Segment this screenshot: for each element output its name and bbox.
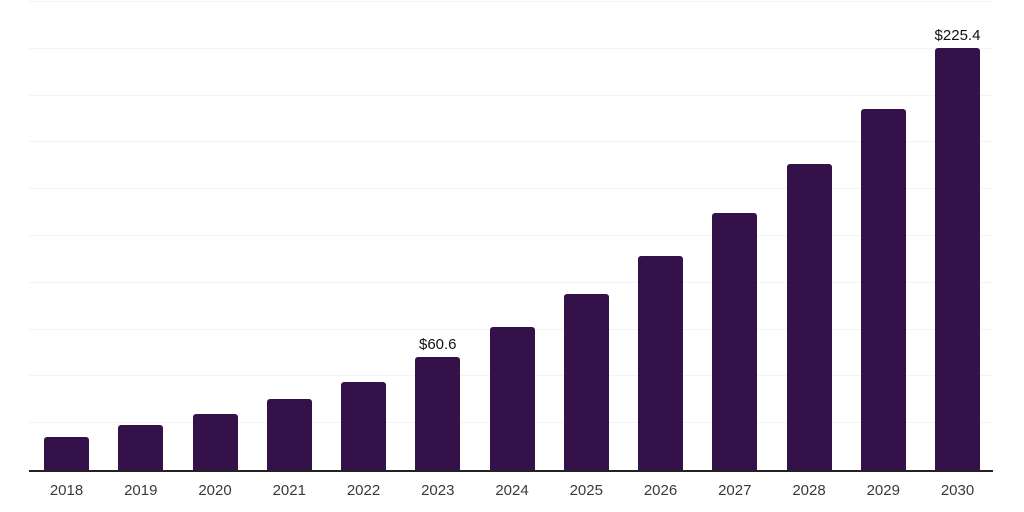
bar-2027	[712, 213, 758, 470]
x-axis-label-2029: 2029	[866, 482, 900, 499]
x-axis-label-2027: 2027	[718, 482, 752, 499]
bar-slot-2021	[266, 399, 312, 470]
bars-container: $60.6 $225.4	[29, 0, 993, 470]
data-label-2023: $60.6	[418, 336, 457, 353]
bar-slot-2023: $60.6	[415, 337, 461, 470]
x-axis-label-2018: 2018	[49, 482, 84, 499]
bar-slot-2028	[786, 164, 832, 470]
bar-slot-2019	[118, 425, 164, 470]
bar-2020	[192, 414, 238, 470]
bar-2025	[563, 294, 609, 470]
bar-2018	[44, 437, 89, 470]
x-axis-label-2019: 2019	[124, 482, 158, 499]
bar-slot-2025	[563, 294, 609, 470]
bar-slot-2018	[44, 437, 89, 470]
x-axis-label-2022: 2022	[346, 482, 381, 499]
bar-2022	[341, 382, 386, 470]
bar-2019	[118, 425, 164, 470]
bar-slot-2029	[860, 109, 906, 470]
x-axis-label-2023: 2023	[421, 482, 455, 499]
bar-slot-2026	[638, 256, 683, 470]
x-axis-label-2020: 2020	[198, 482, 232, 499]
x-axis-label-2028: 2028	[792, 482, 826, 499]
x-axis-label-2021: 2021	[272, 482, 306, 499]
bar-slot-2024	[489, 327, 535, 470]
bar-2021	[266, 399, 312, 470]
bar-slot-2020	[192, 414, 238, 470]
bar-2030	[935, 48, 980, 470]
bar-slot-2022	[341, 382, 386, 470]
x-axis-label-2024: 2024	[495, 482, 529, 499]
bar-slot-2030: $225.4	[935, 28, 980, 470]
bar-2028	[786, 164, 832, 470]
x-axis-label-2025: 2025	[569, 482, 603, 499]
plot-area: $60.6 $225.4	[29, 0, 993, 472]
x-axis-label-2026: 2026	[643, 482, 678, 499]
data-label-2030: $225.4	[934, 27, 981, 44]
x-axis-labels: 2018 2019 2020 2021 2022 2023 2024 2025 2026 2027…	[29, 482, 993, 500]
bar-2029	[860, 109, 906, 470]
bar-2026	[638, 256, 683, 470]
bar-2024	[489, 327, 535, 470]
x-axis-label-2030: 2030	[940, 482, 975, 499]
bar-slot-2027	[712, 213, 758, 470]
bar-2023	[415, 357, 461, 470]
